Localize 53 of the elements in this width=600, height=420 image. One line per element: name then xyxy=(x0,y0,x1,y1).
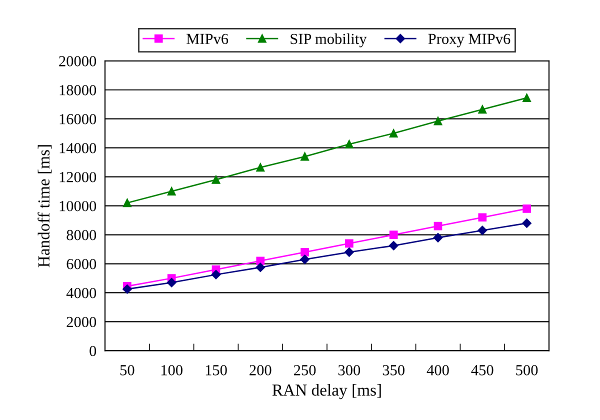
y-tick-label: 14000 xyxy=(60,142,96,154)
point xyxy=(256,163,265,172)
point xyxy=(478,105,487,114)
legend-label: MIPv6 xyxy=(186,34,228,44)
point xyxy=(522,94,531,102)
y-tick-label: 18000 xyxy=(60,85,96,96)
point xyxy=(478,226,488,236)
point xyxy=(478,213,487,222)
legend-label: Proxy MIPv6 xyxy=(428,34,510,48)
x-tick-label: 300 xyxy=(338,365,360,376)
point xyxy=(345,140,354,148)
point xyxy=(256,262,266,272)
x-tick-label: 450 xyxy=(471,365,494,376)
x-tick-label: 50 xyxy=(120,365,134,376)
x-tick-label: 100 xyxy=(161,365,182,376)
y-tick-label: 2000 xyxy=(66,316,96,328)
y-tick-label: 16000 xyxy=(60,114,96,124)
point xyxy=(122,284,132,294)
x-tick-label: 150 xyxy=(206,365,227,376)
point xyxy=(434,116,442,126)
point xyxy=(300,152,309,161)
point xyxy=(300,248,309,256)
y-tick-label: 8000 xyxy=(66,230,96,240)
point xyxy=(123,198,132,208)
point xyxy=(167,187,176,196)
y-tick-label: 12000 xyxy=(60,172,96,182)
point xyxy=(166,278,176,288)
point xyxy=(433,233,443,242)
x-tick-label: 350 xyxy=(382,365,404,376)
point xyxy=(389,230,398,239)
point xyxy=(388,241,398,250)
point xyxy=(256,256,265,266)
point xyxy=(212,176,220,184)
point xyxy=(522,218,532,228)
point xyxy=(389,129,398,138)
x-tick-label: 400 xyxy=(426,365,449,376)
x-tick-label: 500 xyxy=(516,365,538,376)
legend-label: SIP mobility xyxy=(290,33,367,48)
point xyxy=(300,254,310,264)
x-tick-label: 200 xyxy=(250,365,272,376)
point xyxy=(522,204,531,213)
y-tick-label: 0 xyxy=(90,346,96,356)
point xyxy=(344,248,354,257)
point xyxy=(345,239,354,248)
x-axis-title: RAN delay [ms] xyxy=(272,384,381,400)
point xyxy=(211,270,221,280)
y-axis-title: Handoff time [ms] xyxy=(38,145,52,268)
y-tick-label: 4000 xyxy=(66,288,96,298)
y-tick-label: 10000 xyxy=(60,200,96,212)
y-tick-label: 20000 xyxy=(59,56,96,66)
y-tick-label: 6000 xyxy=(66,258,96,270)
point xyxy=(434,222,442,230)
x-tick-label: 250 xyxy=(294,365,316,376)
